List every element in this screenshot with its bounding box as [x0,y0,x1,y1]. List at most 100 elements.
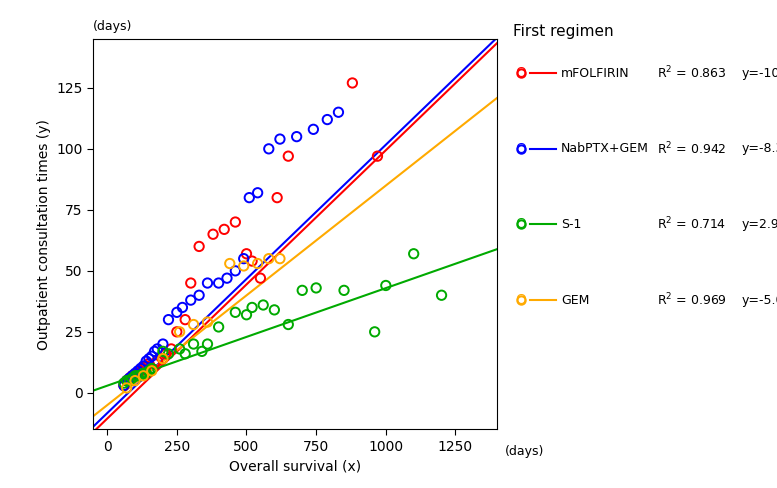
Point [179,350,191,358]
Text: R$^2$ = 0.969: R$^2$ = 0.969 [657,292,726,308]
Text: y=-8.33+0.11*x: y=-8.33+0.11*x [742,142,777,155]
Point [212,279,225,287]
Point [246,257,258,265]
Text: O: O [515,218,526,231]
Point [151,357,163,365]
Point [140,357,152,365]
X-axis label: Overall survival (x): Overall survival (x) [229,459,361,473]
Point [151,345,163,353]
Point [246,304,258,311]
Point [338,286,350,294]
Text: R$^2$ = 0.863: R$^2$ = 0.863 [657,65,726,81]
Point [296,286,308,294]
Point [148,360,161,367]
Text: (days): (days) [93,20,133,33]
Point [140,362,152,370]
Point [129,369,141,377]
Point [176,304,189,311]
Point [126,374,138,382]
Point [171,308,183,316]
Point [371,152,384,160]
Point [171,328,183,336]
Point [120,377,133,385]
Point [138,362,150,370]
Point [143,355,155,363]
Text: GEM: GEM [561,294,590,306]
Point [145,365,158,372]
Point [145,352,158,360]
Point [120,377,133,385]
Point [157,340,169,348]
Text: mFOLFIRIN: mFOLFIRIN [561,67,629,80]
Point [143,360,155,367]
Point [138,365,150,372]
Text: O: O [515,142,526,156]
Point [173,345,186,353]
Point [157,355,169,363]
Point [254,274,267,282]
Point [291,133,303,141]
Point [120,377,133,385]
Text: O: O [515,293,526,307]
Point [263,145,275,153]
Point [193,243,205,250]
Text: y=-10.58+0.11*x: y=-10.58+0.11*x [742,67,777,80]
Point [179,316,191,324]
Text: NabPTX+GEM: NabPTX+GEM [561,142,649,155]
Point [131,372,144,380]
Point [321,116,333,123]
Point [196,347,208,355]
Point [238,255,250,263]
Point [212,323,225,331]
Point [307,125,319,133]
Point [165,345,177,353]
Point [162,316,175,324]
Point [229,218,242,226]
Point [131,367,144,375]
Point [268,306,280,314]
Point [157,355,169,363]
Point [124,374,136,382]
Point [243,194,256,202]
Point [368,328,381,336]
Point [274,255,286,263]
Point [207,230,219,238]
Text: R$^2$ = 0.942: R$^2$ = 0.942 [657,141,726,157]
Point [138,369,150,377]
Point [347,79,359,87]
Y-axis label: Outpatient consultation times (y): Outpatient consultation times (y) [37,119,51,350]
Point [271,194,284,202]
Point [129,372,141,380]
Point [193,291,205,299]
Point [229,308,242,316]
Point [201,340,214,348]
Point [159,350,172,358]
Point [157,347,169,355]
Point [333,108,345,116]
Point [252,260,264,267]
Point [129,377,141,385]
Text: O: O [515,66,526,80]
Point [124,377,136,385]
Point [143,367,155,375]
Point [126,372,138,380]
Text: R$^2$ = 0.714: R$^2$ = 0.714 [657,216,726,233]
Point [218,225,231,233]
Text: First regimen: First regimen [513,24,614,40]
Text: y=2.92+0.04*x: y=2.92+0.04*x [742,218,777,231]
Point [201,318,214,326]
Point [252,189,264,197]
Point [134,372,147,380]
Point [240,311,253,319]
Text: (days): (days) [505,445,545,458]
Point [148,347,161,355]
Point [263,255,275,263]
Point [185,296,197,304]
Point [134,367,147,375]
Text: S-1: S-1 [561,218,581,231]
Point [238,262,250,270]
Point [187,340,200,348]
Text: y=-5.05+0.09*x: y=-5.05+0.09*x [742,294,777,306]
Point [282,152,294,160]
Point [380,282,392,289]
